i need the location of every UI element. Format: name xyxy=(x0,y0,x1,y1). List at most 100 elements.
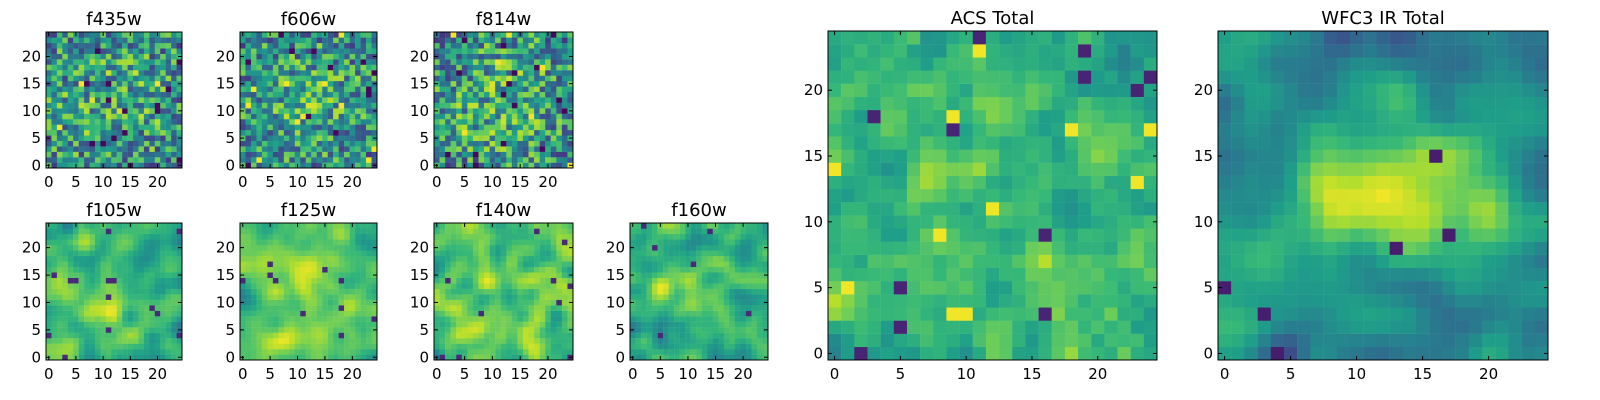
heatmap-cell xyxy=(327,244,334,251)
heatmap-cell xyxy=(668,343,675,350)
heatmap-cell xyxy=(261,223,268,229)
heatmap-cell xyxy=(745,327,752,333)
heatmap-cell xyxy=(751,327,758,333)
heatmap-cell xyxy=(311,349,317,355)
heatmap-cell xyxy=(484,244,490,251)
heatmap-cell xyxy=(751,354,758,361)
heatmap-cell xyxy=(272,228,279,235)
heatmap-cell xyxy=(294,261,301,268)
heatmap-cell xyxy=(250,244,257,251)
heatmap-cell xyxy=(696,343,702,350)
heatmap-cell xyxy=(305,261,312,268)
heatmap-cell xyxy=(756,277,763,284)
heatmap-cell xyxy=(149,277,155,284)
heatmap-cell xyxy=(456,48,462,54)
heatmap-cell xyxy=(171,42,177,49)
heatmap-cell xyxy=(461,80,468,87)
heatmap-cell xyxy=(467,32,474,38)
heatmap-cell xyxy=(489,255,496,262)
heatmap-cell xyxy=(344,250,350,257)
heatmap-cell xyxy=(105,97,112,103)
heatmap-cell xyxy=(959,294,973,308)
heatmap-cell xyxy=(355,283,361,289)
heatmap-cell xyxy=(294,129,301,136)
heatmap-cell xyxy=(517,157,524,163)
heatmap-cell xyxy=(545,124,551,131)
heatmap-cell xyxy=(920,175,934,190)
heatmap-cell xyxy=(154,272,161,278)
heatmap-cell xyxy=(729,250,736,257)
heatmap-cell xyxy=(267,233,274,240)
heatmap-cell xyxy=(94,91,101,98)
heatmap-cell xyxy=(972,346,987,361)
heatmap-cell xyxy=(122,75,128,82)
heatmap-cell xyxy=(105,272,112,278)
heatmap-cell xyxy=(283,97,290,103)
heatmap-cell xyxy=(467,124,474,131)
heatmap-cell xyxy=(534,255,540,262)
heatmap-cell xyxy=(73,64,79,71)
heatmap-cell xyxy=(327,162,334,169)
heatmap-cell xyxy=(550,343,557,350)
heatmap-cell xyxy=(478,239,485,246)
heatmap-cell xyxy=(456,70,462,76)
heatmap-cell xyxy=(127,250,134,257)
y-tick-label: 0 xyxy=(31,156,41,174)
heatmap-cell xyxy=(522,261,529,268)
heatmap-cell xyxy=(489,239,496,246)
heatmap-cell xyxy=(500,233,507,240)
heatmap-cell xyxy=(149,332,155,339)
heatmap-cell xyxy=(67,80,74,87)
heatmap-cell xyxy=(366,97,372,103)
heatmap-cell xyxy=(344,349,350,355)
heatmap-cell xyxy=(657,321,664,328)
heatmap-cell xyxy=(94,310,101,317)
heatmap-cell xyxy=(127,239,134,246)
x-tick-label: 20 xyxy=(148,173,167,191)
heatmap-cell xyxy=(511,119,518,125)
heatmap-cell xyxy=(283,223,290,229)
heatmap-cell xyxy=(745,283,752,289)
heatmap-cell xyxy=(283,124,290,131)
heatmap-cell xyxy=(154,102,161,109)
heatmap-cell xyxy=(539,250,546,257)
heatmap-cell xyxy=(445,102,451,109)
heatmap-cell xyxy=(89,228,96,235)
heatmap-cell xyxy=(127,233,134,240)
heatmap-cell xyxy=(1051,320,1066,334)
heatmap-cell xyxy=(278,53,285,60)
heatmap-cell xyxy=(294,299,301,306)
heatmap-cell xyxy=(461,124,468,131)
heatmap-cell xyxy=(478,48,485,54)
heatmap-cell xyxy=(171,108,177,114)
heatmap-cell xyxy=(528,119,535,125)
heatmap-cell xyxy=(445,332,451,339)
heatmap-cell xyxy=(434,250,440,257)
heatmap-cell xyxy=(160,239,166,246)
heatmap-cell xyxy=(84,261,90,268)
heatmap-cell xyxy=(439,124,446,131)
heatmap-cell xyxy=(250,97,257,103)
x-tick-label: 15 xyxy=(511,365,530,383)
heatmap-cell xyxy=(133,140,139,147)
heatmap-cell xyxy=(461,48,468,54)
heatmap-cell xyxy=(701,338,708,344)
heatmap-cell xyxy=(450,250,457,257)
heatmap-cell xyxy=(528,250,535,257)
heatmap-cell xyxy=(495,70,501,76)
heatmap-cell xyxy=(143,59,150,65)
heatmap-cell xyxy=(495,91,501,98)
heatmap-cell xyxy=(489,338,496,344)
heatmap-cell xyxy=(439,310,446,317)
heatmap-cell xyxy=(484,316,490,322)
heatmap-cell xyxy=(506,42,513,49)
heatmap-cell xyxy=(245,102,252,109)
heatmap-cell xyxy=(561,91,568,98)
heatmap-cell xyxy=(256,288,263,295)
heatmap-cell xyxy=(539,135,546,141)
heatmap-cell xyxy=(762,228,769,235)
heatmap-cell xyxy=(495,299,501,306)
heatmap-cell xyxy=(67,277,74,284)
heatmap-cell xyxy=(545,239,551,246)
heatmap-cell xyxy=(250,113,257,120)
